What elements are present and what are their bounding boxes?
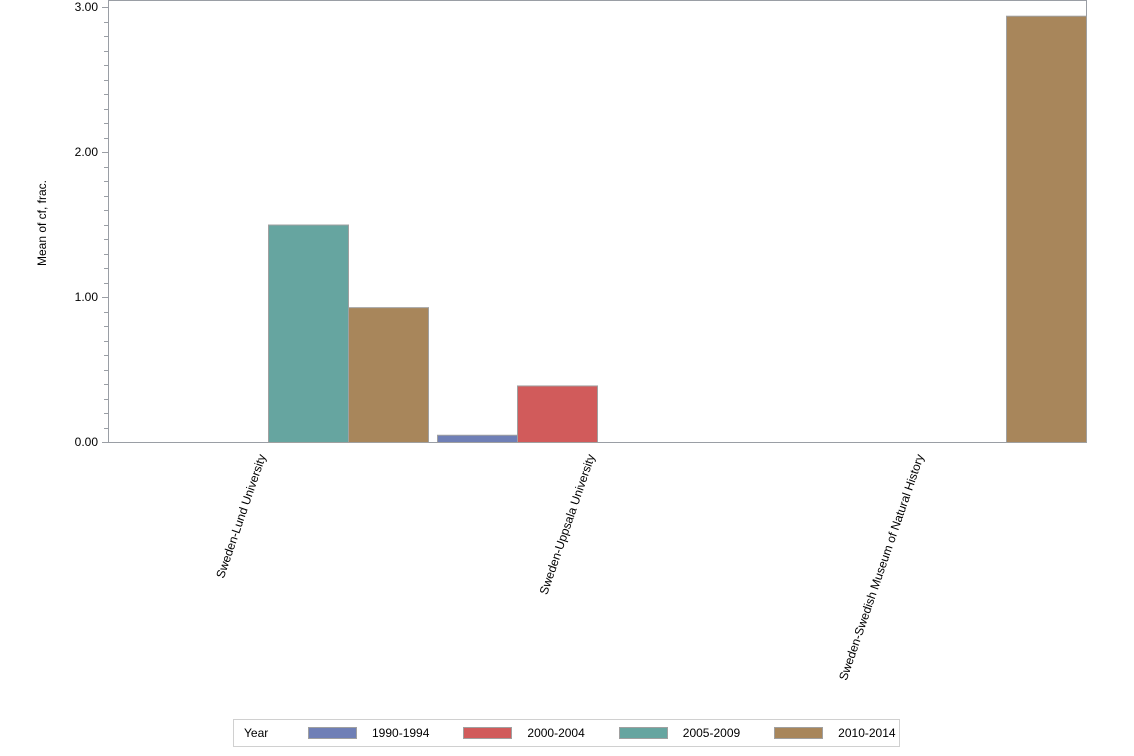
bar-2000-2004	[517, 385, 598, 444]
legend-label: 2005-2009	[682, 726, 741, 740]
x-category-label: Sweden-Uppsala University	[537, 452, 598, 596]
x-axis-labels: Sweden-Lund University Sweden-Uppsala Uni…	[213, 452, 927, 682]
y-tick-label: 0.00	[75, 435, 99, 449]
legend-item-2005-2009: 2005-2009	[589, 726, 740, 740]
legend-label: 2000-2004	[527, 726, 585, 740]
y-axis-title: Mean of cf, frac.	[35, 180, 49, 266]
y-axis: 0.00 1.00 2.00 3.00	[75, 0, 108, 449]
legend-swatch	[774, 727, 824, 739]
x-category-label: Sweden-Lund University	[213, 452, 269, 580]
legend-label: 2010-2014	[838, 726, 896, 740]
bar-chart: 0.001.002.003.00 Sweden-Lund University S…	[35, 0, 1087, 682]
legend: Year 1990-1994 2000-2004 2005-2009 2010-…	[233, 719, 900, 747]
bar-1990-1994	[437, 434, 518, 443]
bar-2010-2014	[1006, 15, 1087, 443]
x-category-label: Sweden-Swedish Museum of Natural History	[836, 452, 927, 682]
legend-item-2000-2004: 2000-2004	[433, 726, 585, 740]
legend-label: 1990-1994	[372, 726, 430, 740]
legend-swatch	[618, 727, 668, 739]
y-tick-label: 1.00	[75, 290, 99, 304]
legend-item-1990-1994: 1990-1994	[308, 726, 429, 740]
bars-group	[268, 15, 1087, 444]
y-tick-label: 3.00	[75, 0, 99, 14]
legend-swatch	[308, 727, 357, 739]
y-tick-label: 2.00	[75, 145, 99, 159]
legend-title: Year	[244, 726, 269, 740]
bar-2005-2009	[268, 224, 349, 443]
bar-2010-2014	[348, 307, 429, 443]
legend-item-2010-2014: 2010-2014	[744, 726, 896, 740]
legend-swatch	[463, 727, 513, 739]
plot-area	[108, 0, 1087, 443]
plot-frame	[108, 0, 1087, 443]
